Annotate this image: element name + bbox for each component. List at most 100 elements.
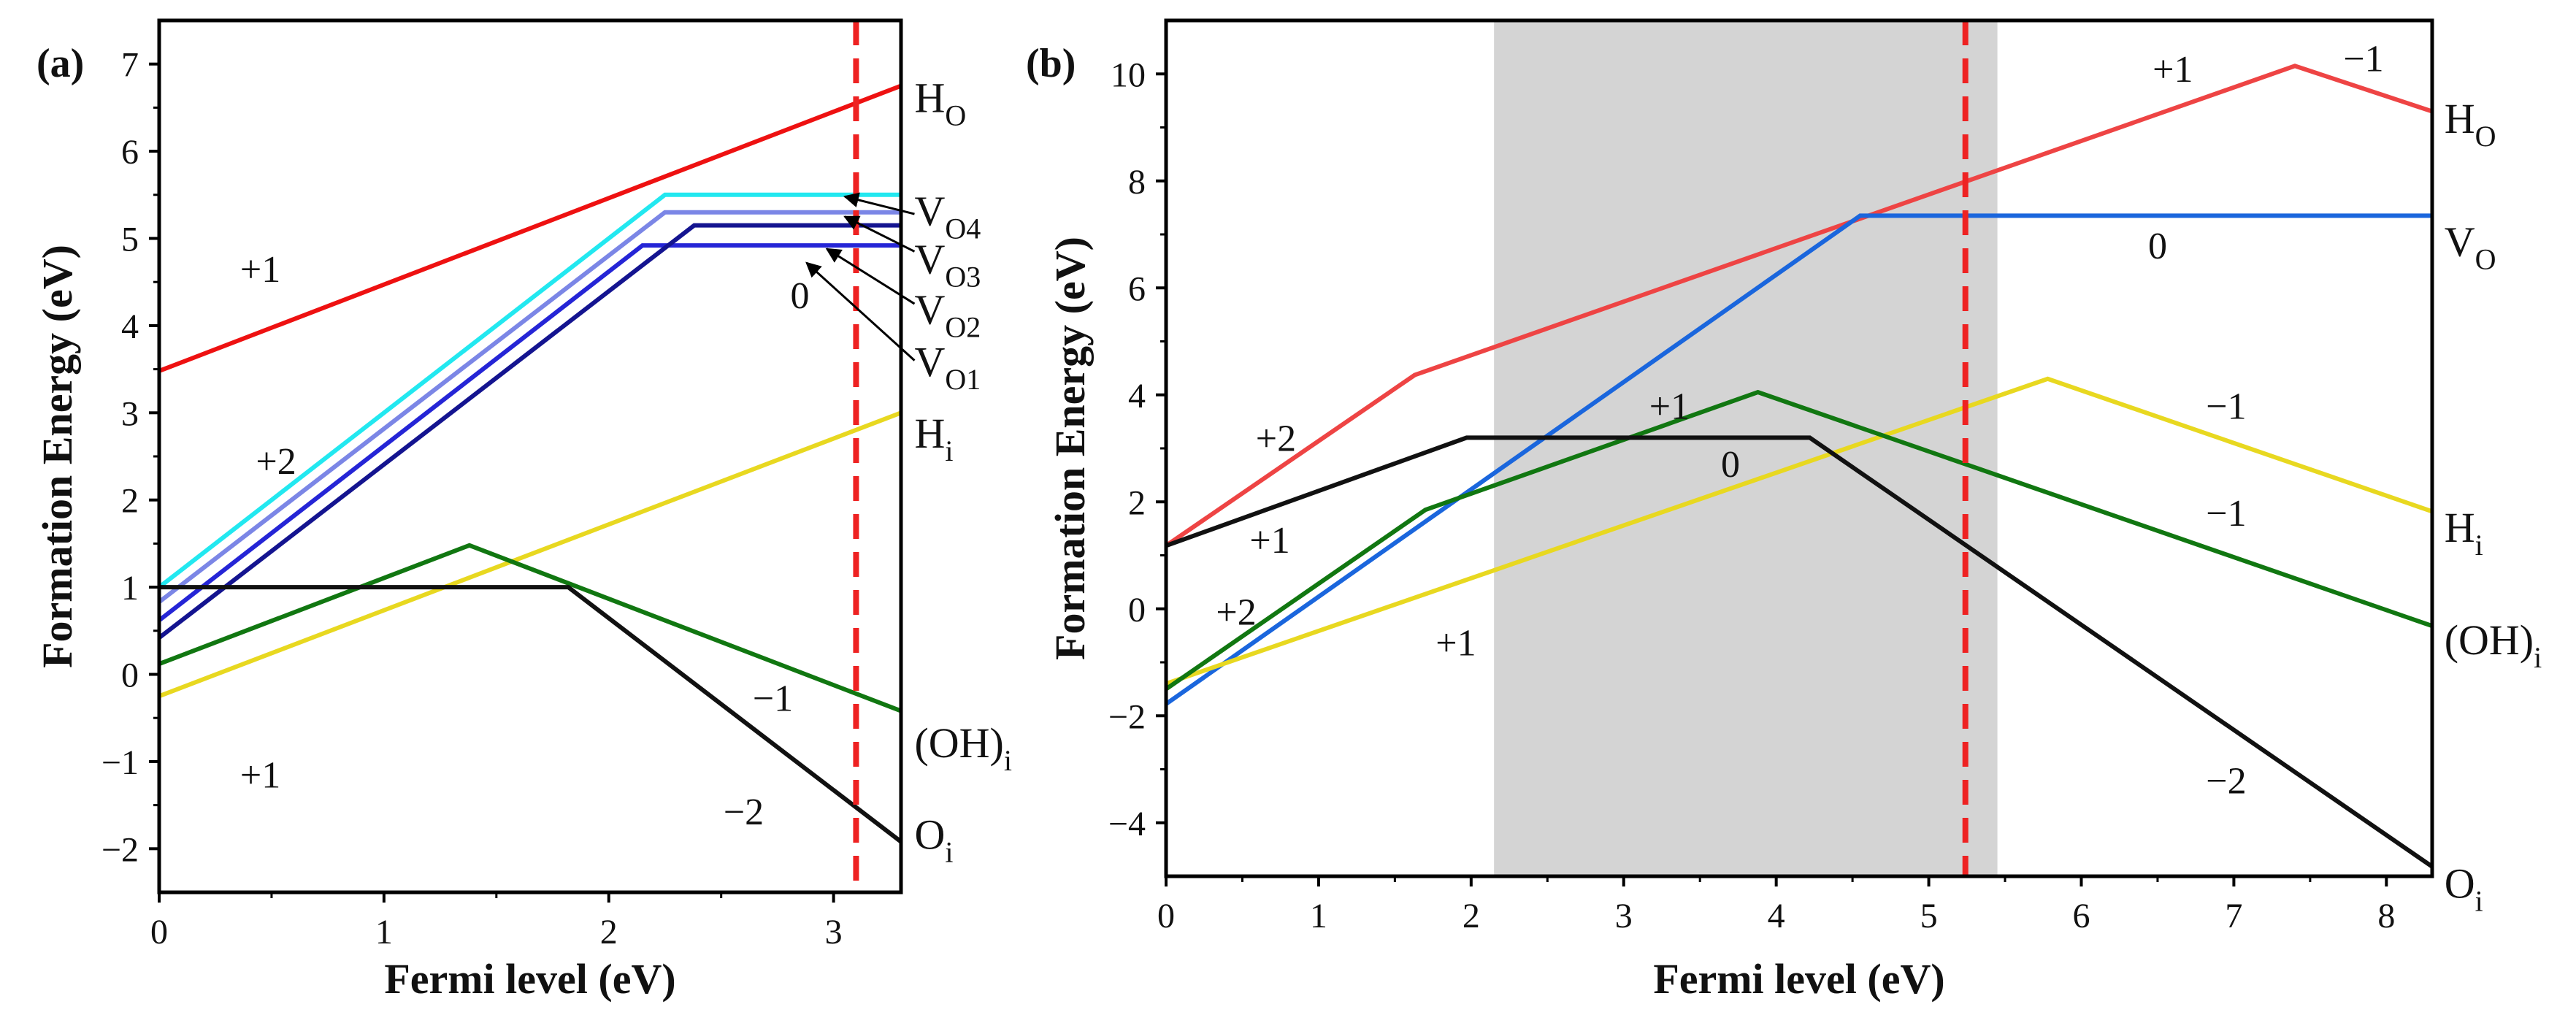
y-tick-label: 5 xyxy=(121,221,139,259)
charge-state-label: −1 xyxy=(2206,386,2246,428)
y-tick-label: 6 xyxy=(1128,269,1146,308)
y-axis-label: Formation Energy (eV) xyxy=(34,245,81,668)
series-label-subscript: O xyxy=(2475,120,2496,153)
series-label-VO3: VO3 xyxy=(914,235,981,293)
series-label-VO4: VO4 xyxy=(914,188,981,245)
x-tick-label: 6 xyxy=(2072,897,2090,935)
charge-state-label: −1 xyxy=(2206,493,2246,535)
y-tick-label: 0 xyxy=(1128,591,1146,629)
panel-label: (a) xyxy=(37,41,84,86)
charge-state-label: +1 xyxy=(240,755,280,797)
y-tick-label: 3 xyxy=(121,394,139,433)
charge-state-label: +1 xyxy=(1249,520,1289,562)
y-tick-label: 2 xyxy=(121,482,139,521)
series-label-subscript: i xyxy=(2475,529,2483,562)
series-label-Oi: Oi xyxy=(914,811,953,868)
y-tick-label: 2 xyxy=(1128,483,1146,522)
series-line-OHi xyxy=(159,543,901,713)
series-line-VO4 xyxy=(159,192,901,589)
series-line-Oi xyxy=(159,585,901,844)
x-tick-label: 0 xyxy=(1157,897,1175,935)
series-label-subscript: i xyxy=(945,835,953,868)
series-label-VO2: VO2 xyxy=(914,286,981,344)
charge-state-label: +1 xyxy=(240,249,280,291)
series-label-main: V xyxy=(2445,218,2475,265)
series-label-subscript: i xyxy=(945,434,953,467)
series-label-main: H xyxy=(914,410,945,457)
series-line-OHi xyxy=(1166,389,2432,692)
y-tick-label: 4 xyxy=(1128,377,1146,415)
y-tick-label: 1 xyxy=(121,569,139,608)
pointer-arrow xyxy=(805,261,916,361)
series-label-main: V xyxy=(914,235,945,283)
x-tick-label: 1 xyxy=(375,913,393,951)
series-line-Oi xyxy=(1166,435,2432,869)
series-label-subscript: i xyxy=(2475,884,2483,917)
series-label-subscript: O3 xyxy=(945,260,981,293)
series-line-Hi xyxy=(159,410,901,699)
pointer-arrow xyxy=(825,248,916,305)
series-label-subscript: O xyxy=(945,99,966,131)
series-line-VO xyxy=(1166,213,2432,706)
series-label-subscript: i xyxy=(1004,744,1012,777)
x-axis-label: Fermi level (eV) xyxy=(384,955,675,1003)
series-line-HO xyxy=(159,83,901,373)
charge-state-label: +1 xyxy=(2153,49,2193,91)
charge-state-label: +1 xyxy=(1649,386,1690,428)
series-label-VO: VO xyxy=(2445,218,2496,275)
series-label-subscript: O4 xyxy=(945,212,981,245)
x-tick-label: 8 xyxy=(2377,897,2395,935)
pointer-arrow xyxy=(843,192,915,215)
series-label-main: H xyxy=(914,74,945,121)
series-label-main: H xyxy=(2445,504,2475,551)
charge-state-label: +2 xyxy=(1256,418,1296,460)
series-label-OHi: (OH)i xyxy=(2445,616,2542,674)
y-tick-label: −2 xyxy=(101,830,139,869)
series-label-OHi: (OH)i xyxy=(914,719,1012,777)
y-tick-label: −1 xyxy=(101,743,139,782)
y-tick-label: 6 xyxy=(121,133,139,172)
x-tick-label: 4 xyxy=(1768,897,1785,935)
x-tick-label: 3 xyxy=(1615,897,1633,935)
series-label-subscript: O xyxy=(2475,242,2496,275)
series-label-main: V xyxy=(914,338,945,386)
y-tick-label: 7 xyxy=(121,46,139,85)
y-axis-label: Formation Energy (eV) xyxy=(1046,237,1094,660)
x-tick-label: 7 xyxy=(2225,897,2242,935)
series-line-VO2 xyxy=(159,243,901,622)
charge-state-label: −2 xyxy=(2206,760,2246,802)
series-label-main: (OH) xyxy=(2445,616,2534,664)
charge-state-label: +2 xyxy=(256,441,296,483)
series-label-HO: HO xyxy=(914,74,966,131)
panel-a-chart: 0 1 2 3 −2 −1 0 1 2 3 4 5 6 7 Fermi level (eV) Formatio… xyxy=(34,18,1012,1003)
series-line-Hi xyxy=(1166,376,2432,686)
series-label-main: H xyxy=(2445,95,2475,142)
charge-state-label: +2 xyxy=(1216,592,1256,634)
series-line-VO3 xyxy=(159,210,901,604)
x-tick-label: 2 xyxy=(1463,897,1480,935)
charge-state-label: −1 xyxy=(2343,39,2383,80)
y-tick-label: 4 xyxy=(121,307,139,346)
series-label-main: V xyxy=(914,188,945,235)
series-label-Hi: Hi xyxy=(2445,504,2483,562)
series-label-HO: HO xyxy=(2445,95,2496,153)
y-tick-label: −4 xyxy=(1108,805,1146,843)
x-tick-label: 1 xyxy=(1310,897,1327,935)
charge-state-label: +1 xyxy=(1435,622,1476,664)
plot-area xyxy=(159,20,901,892)
charge-state-label: −2 xyxy=(724,792,764,833)
y-tick-label: 0 xyxy=(121,656,139,695)
series-label-Oi: Oi xyxy=(2445,859,2483,917)
pointer-arrow xyxy=(843,215,916,253)
y-tick-label: 8 xyxy=(1128,163,1146,202)
charge-state-label: 0 xyxy=(1721,444,1740,486)
x-tick-label: 0 xyxy=(150,913,168,951)
series-label-main: O xyxy=(914,811,945,858)
series-label-main: O xyxy=(2445,859,2475,907)
series-line-VO1 xyxy=(159,223,901,640)
charge-state-label: 0 xyxy=(790,275,809,317)
series-label-Hi: Hi xyxy=(914,410,953,467)
plot-area xyxy=(1166,20,2432,876)
series-label-main: V xyxy=(914,286,945,334)
